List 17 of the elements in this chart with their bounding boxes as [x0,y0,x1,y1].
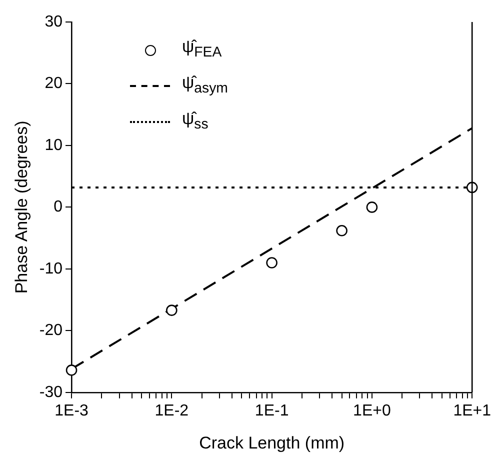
x-tick-label: 1E-3 [54,402,89,420]
y-tick-label: -30 [39,384,63,401]
x-tick-label: 1E+1 [453,402,492,420]
x-axis-title: Crack Length (mm) [199,433,345,452]
y-axis-title: Phase Angle (degrees) [12,120,31,294]
y-tick-label: 30 [44,13,63,30]
y-tick-label: -20 [39,322,63,340]
x-tick-label: 1E+0 [353,402,391,420]
legend-label: ψ̂$_{asym}$ [182,72,228,99]
y-tick-label: -10 [39,260,63,278]
legend-label: ψ̂$_{ss}$ [182,108,208,135]
y-tick-label: 0 [54,198,63,216]
legend-label: ψ̂$_{FEA}$ [182,36,222,63]
y-tick-label: 10 [44,136,63,154]
y-tick-label: 20 [44,75,63,92]
x-tick-label: 1E-2 [154,402,189,420]
x-tick-label: 1E-1 [254,402,289,420]
